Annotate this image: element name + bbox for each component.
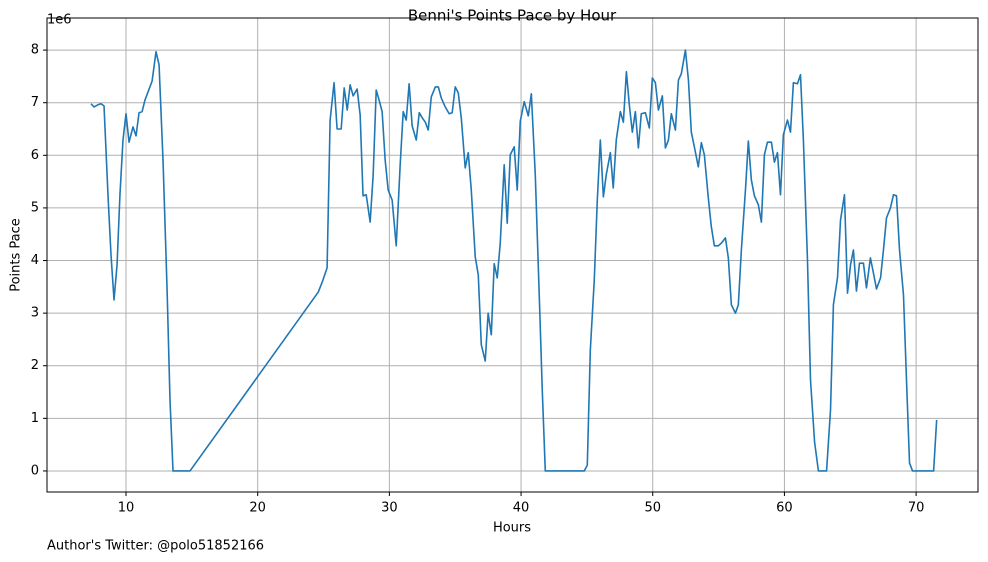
- y-tick-label: 4: [31, 253, 39, 268]
- x-tick-label: 20: [249, 501, 266, 516]
- footnote: Author's Twitter: @polo51852166: [47, 539, 264, 554]
- y-axis-label: Points Pace: [9, 218, 24, 292]
- x-tick-label: 40: [513, 501, 530, 516]
- y-tick-label: 8: [31, 43, 39, 58]
- y-tick-label: 5: [31, 200, 39, 215]
- x-tick-label: 60: [776, 501, 793, 516]
- y-tick-label: 6: [31, 148, 39, 163]
- y-tick-label: 7: [31, 95, 39, 110]
- x-tick-label: 10: [118, 501, 135, 516]
- x-tick-label: 70: [908, 501, 925, 516]
- x-axis-label: Hours: [493, 521, 531, 536]
- x-tick-label: 30: [381, 501, 398, 516]
- plot-frame: [46, 17, 979, 493]
- y-tick-label: 3: [31, 306, 39, 321]
- y-tick-label: 2: [31, 358, 39, 373]
- y-tick-label: 1: [31, 411, 39, 426]
- x-tick-label: 50: [644, 501, 661, 516]
- y-offset-label: 1e6: [47, 13, 72, 28]
- data-line: [90, 49, 938, 472]
- y-tick-label: 0: [31, 463, 39, 478]
- chart-title: Benni's Points Pace by Hour: [408, 7, 617, 25]
